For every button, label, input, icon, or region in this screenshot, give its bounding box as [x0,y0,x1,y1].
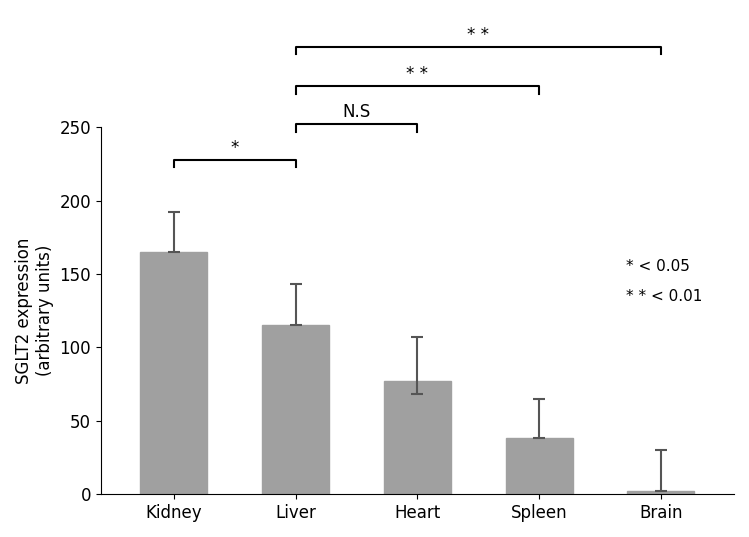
Y-axis label: SGLT2 expression
(arbitrary units): SGLT2 expression (arbitrary units) [15,237,54,384]
Bar [262,325,329,494]
Bar [140,252,207,494]
Bar [628,491,694,494]
Text: N.S: N.S [342,104,371,121]
Bar [383,381,451,494]
Bar [506,439,573,494]
Text: * < 0.05: * < 0.05 [626,259,691,274]
Text: * * < 0.01: * * < 0.01 [626,288,703,303]
Text: * *: * * [467,26,489,43]
Text: *: * [231,139,239,157]
Text: * *: * * [407,65,428,83]
